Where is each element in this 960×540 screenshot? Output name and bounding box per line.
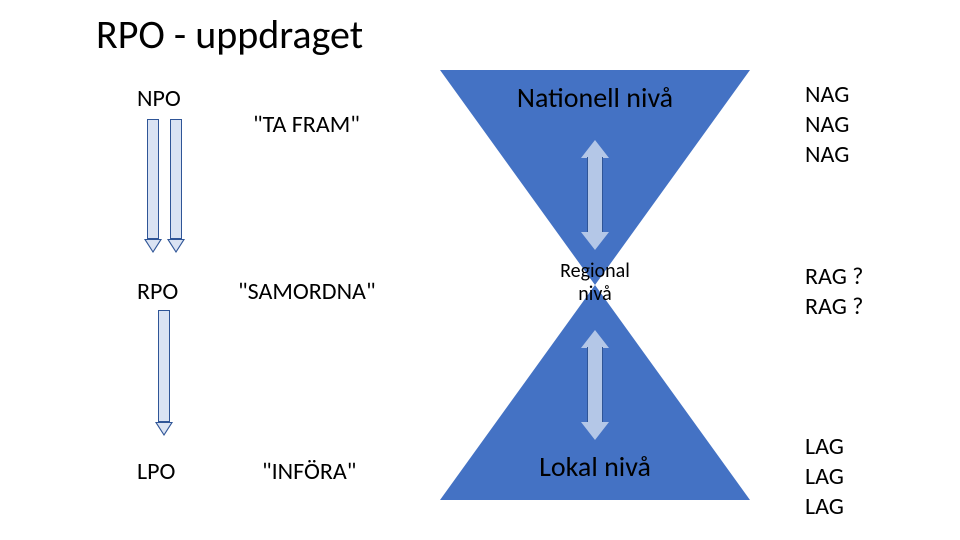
updown-arrow-icon (581, 140, 609, 250)
level-lpo: LPO (137, 457, 175, 486)
hourglass-mid-label: Regional nivå (440, 260, 750, 306)
group-nag: NAG NAG NAG (805, 80, 849, 170)
hourglass-top-label: Nationell nivå (440, 80, 750, 115)
action-samordna: "SAMORDNA" (238, 277, 376, 306)
slide: RPO - uppdraget NPO RPO LPO "TA FRAM" "S… (0, 0, 960, 540)
hourglass-diagram: Nationell nivå Regional nivå Lokal nivå (440, 70, 750, 500)
slide-title: RPO - uppdraget (96, 10, 363, 59)
updown-arrow-icon (581, 330, 609, 440)
arrow-down-icon (155, 310, 173, 436)
hourglass-bottom-label: Lokal nivå (440, 449, 750, 484)
level-npo: NPO (137, 84, 181, 113)
hourglass-mid-text: Regional nivå (560, 259, 630, 306)
group-rag: RAG ? RAG ? (805, 262, 863, 322)
arrow-down-icon (144, 119, 162, 253)
action-ta-fram: "TA FRAM" (253, 110, 360, 139)
group-lag: LAG LAG LAG (805, 432, 844, 522)
action-infora: "INFÖRA" (262, 457, 356, 486)
level-rpo: RPO (137, 277, 178, 306)
arrow-down-icon (167, 119, 185, 253)
